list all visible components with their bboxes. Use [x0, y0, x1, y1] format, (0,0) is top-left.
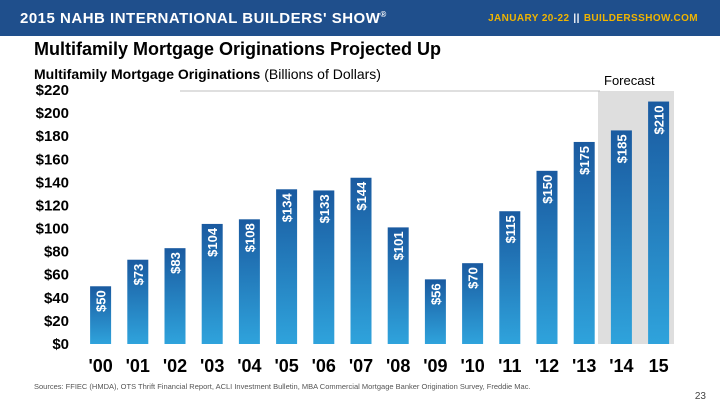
y-tick-label: $160	[36, 151, 69, 168]
y-tick-label: $180	[36, 128, 69, 145]
slide-title: Multifamily Mortgage Originations Projec…	[34, 39, 442, 59]
y-tick-label: $80	[44, 244, 69, 261]
bar	[536, 170, 558, 344]
chart-subtitle: Multifamily Mortgage Originations (Billi…	[34, 66, 381, 82]
bar-value-label: $56	[428, 283, 443, 305]
bar	[164, 248, 186, 344]
source-note: Sources: FFIEC (HMDA), OTS Thrift Financ…	[34, 382, 531, 391]
bar	[90, 286, 112, 344]
y-tick-label: $200	[36, 105, 69, 122]
x-tick-label: '09	[423, 356, 447, 376]
bar	[350, 177, 372, 344]
x-tick-label: '11	[498, 356, 521, 376]
bar-value-label: $83	[168, 252, 183, 274]
event-info: JANUARY 20-22 || BUILDERSSHOW.COM	[488, 13, 698, 24]
x-tick-label: '08	[386, 356, 410, 376]
y-tick-label: $20	[44, 313, 69, 330]
bar-value-label: $150	[540, 175, 555, 204]
event-dates: JANUARY 20-22	[488, 13, 570, 24]
x-tick-label: '10	[460, 356, 484, 376]
x-tick-label: '12	[535, 356, 559, 376]
bar	[313, 190, 335, 344]
y-tick-label: $40	[44, 290, 69, 307]
event-website[interactable]: BUILDERSSHOW.COM	[583, 13, 698, 24]
bar-value-label: $115	[503, 215, 518, 243]
y-tick-label: $220	[36, 82, 69, 99]
bar	[573, 141, 595, 344]
y-tick-label: $0	[52, 336, 69, 353]
bar-value-label: $185	[614, 134, 629, 163]
bar-value-label: $144	[354, 181, 369, 211]
bar-value-label: $134	[280, 193, 295, 223]
y-tick-label: $140	[36, 174, 69, 191]
header-banner: 2015 NAHB INTERNATIONAL BUILDERS' SHOW® …	[0, 0, 720, 36]
y-tick-label: $60	[44, 267, 69, 284]
x-tick-label: '00	[88, 356, 112, 376]
bar	[276, 189, 298, 344]
bar	[499, 211, 521, 344]
bar-value-label: $133	[317, 194, 332, 223]
bar	[387, 227, 409, 344]
x-tick-label: '03	[200, 356, 224, 376]
bar-value-label: $73	[131, 264, 146, 286]
event-name: 2015 NAHB INTERNATIONAL BUILDERS' SHOW	[20, 10, 381, 27]
x-tick-label: 15	[649, 356, 669, 376]
chart-subtitle-units: (Billions of Dollars)	[260, 66, 381, 82]
bar-value-label: $210	[652, 106, 667, 135]
bar	[462, 263, 484, 344]
x-tick-label: '02	[163, 356, 187, 376]
page-number: 23	[694, 391, 706, 402]
x-tick-label: '06	[312, 356, 336, 376]
bar-value-label: $50	[94, 290, 109, 312]
event-registered-mark: ®	[380, 10, 387, 19]
bar-value-label: $104	[205, 227, 220, 257]
x-tick-label: '04	[237, 356, 261, 376]
bar-value-label: $70	[466, 267, 481, 289]
bar	[127, 259, 149, 344]
x-tick-label: '05	[274, 356, 298, 376]
x-tick-label: '01	[126, 356, 150, 376]
bar	[424, 279, 446, 344]
bar	[610, 130, 632, 344]
bar-value-label: $108	[242, 223, 257, 252]
separator: ||	[573, 13, 580, 24]
event-title: 2015 NAHB INTERNATIONAL BUILDERS' SHOW®	[20, 10, 387, 27]
chart-subtitle-bold: Multifamily Mortgage Originations	[34, 66, 261, 82]
y-tick-label: $120	[36, 197, 69, 214]
bar	[238, 219, 260, 344]
y-tick-label: $100	[36, 221, 69, 238]
forecast-label: Forecast	[604, 73, 655, 88]
x-tick-label: '14	[609, 356, 633, 376]
bar	[648, 101, 670, 344]
x-tick-label: '07	[349, 356, 373, 376]
x-tick-label: '13	[572, 356, 596, 376]
bar-value-label: $101	[391, 231, 406, 260]
bar-value-label: $175	[577, 146, 592, 175]
bar	[201, 223, 223, 344]
